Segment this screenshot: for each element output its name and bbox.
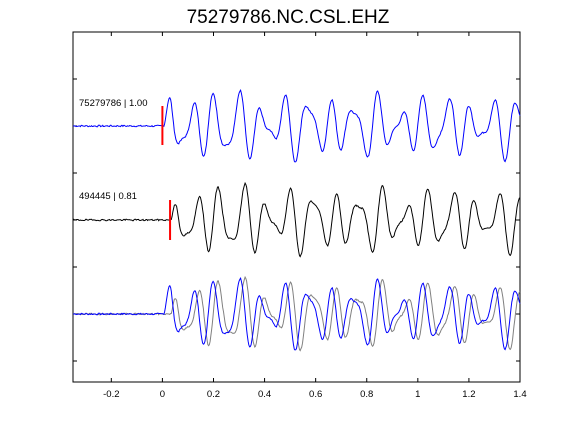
trace-1-label: 75279786 | 1.00 xyxy=(79,98,148,109)
y-axis-ticks xyxy=(73,78,520,362)
x-axis-ticks: -0.2 0 0.2 0.4 0.6 0.8 1 1.2 1.4 xyxy=(103,32,527,400)
plot-frame xyxy=(72,31,521,383)
trace-1-line xyxy=(73,88,521,163)
x-tick-label: 0 xyxy=(160,389,165,400)
x-tick-label: 1.2 xyxy=(462,389,475,400)
trace-labels: 75279786 | 1.00 494445 | 0.81 xyxy=(79,98,148,202)
x-tick-label: 0.4 xyxy=(258,389,271,400)
x-tick-label: 0.2 xyxy=(207,389,220,400)
chart-title: 75279786.NC.CSL.EHZ xyxy=(187,7,390,28)
trace-3-overlay-blue xyxy=(73,276,521,351)
x-tick-label: 1.4 xyxy=(513,389,526,400)
x-tick-label: 0.8 xyxy=(360,389,373,400)
trace-2-label: 494445 | 0.81 xyxy=(79,191,137,202)
waveform-traces xyxy=(73,88,521,352)
trace-2-line xyxy=(73,181,521,258)
x-tick-label: 1 xyxy=(415,389,420,400)
x-tick-label: -0.2 xyxy=(103,389,119,400)
x-tick-label: 0.6 xyxy=(309,389,322,400)
